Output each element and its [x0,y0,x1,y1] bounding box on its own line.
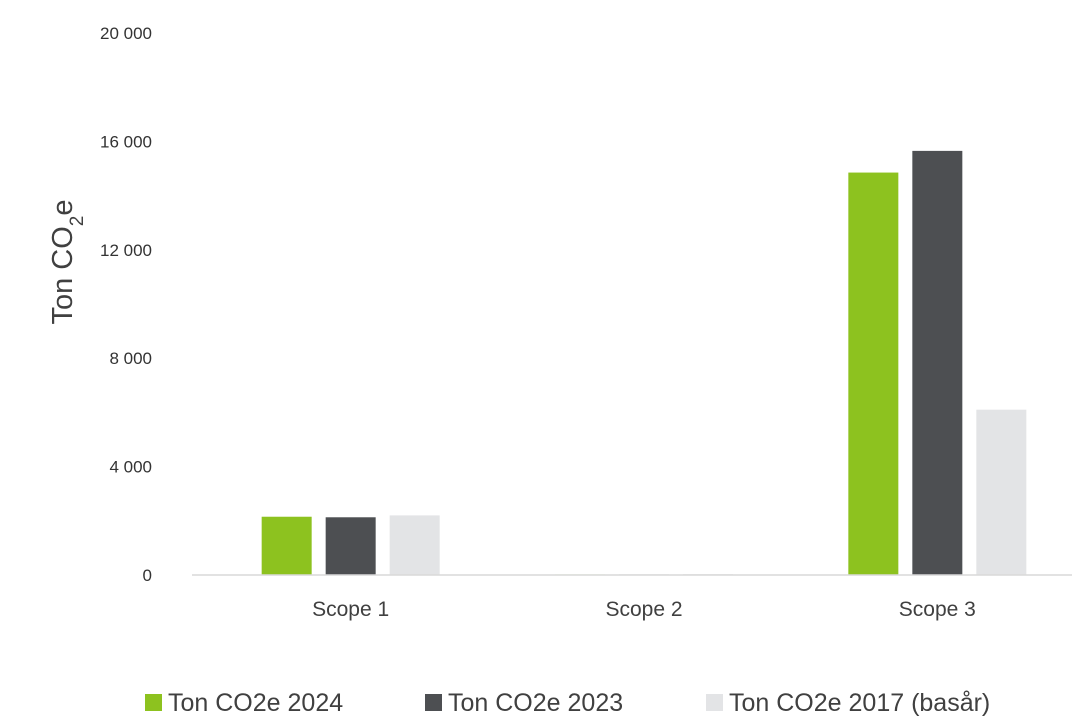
x-tick-label: Scope 2 [605,598,682,621]
bar [848,172,899,575]
y-tick-label: 16 000 [100,132,152,151]
y-tick-label: 20 000 [100,24,152,43]
bar [976,409,1027,575]
legend-label: Ton CO2e 2024 [168,689,343,717]
y-tick-label: 4 000 [109,458,152,477]
bars [261,150,1027,575]
y-tick-label: 12 000 [100,241,152,260]
x-tick-label: Scope 1 [312,598,389,621]
y-axis-ticks: 0 4 000 8 000 12 000 16 000 20 000 [100,24,152,585]
legend-swatch [425,694,442,711]
y-tick-label: 8 000 [109,349,152,368]
bar [389,515,440,575]
bar [912,150,963,575]
bar [325,517,376,575]
legend-swatch [706,694,723,711]
y-tick-label: 0 [143,566,152,585]
legend-label: Ton CO2e 2023 [448,689,623,717]
legend-swatch [145,694,162,711]
x-axis-labels: Scope 1 Scope 2 Scope 3 [312,598,976,621]
x-tick-label: Scope 3 [899,598,976,621]
legend: Ton CO2e 2024 Ton CO2e 2023 Ton CO2e 2017 … [145,689,990,717]
legend-label: Ton CO2e 2017 (basår) [729,689,990,717]
y-axis-label: Ton CO2e [47,199,88,324]
bar [261,516,312,575]
